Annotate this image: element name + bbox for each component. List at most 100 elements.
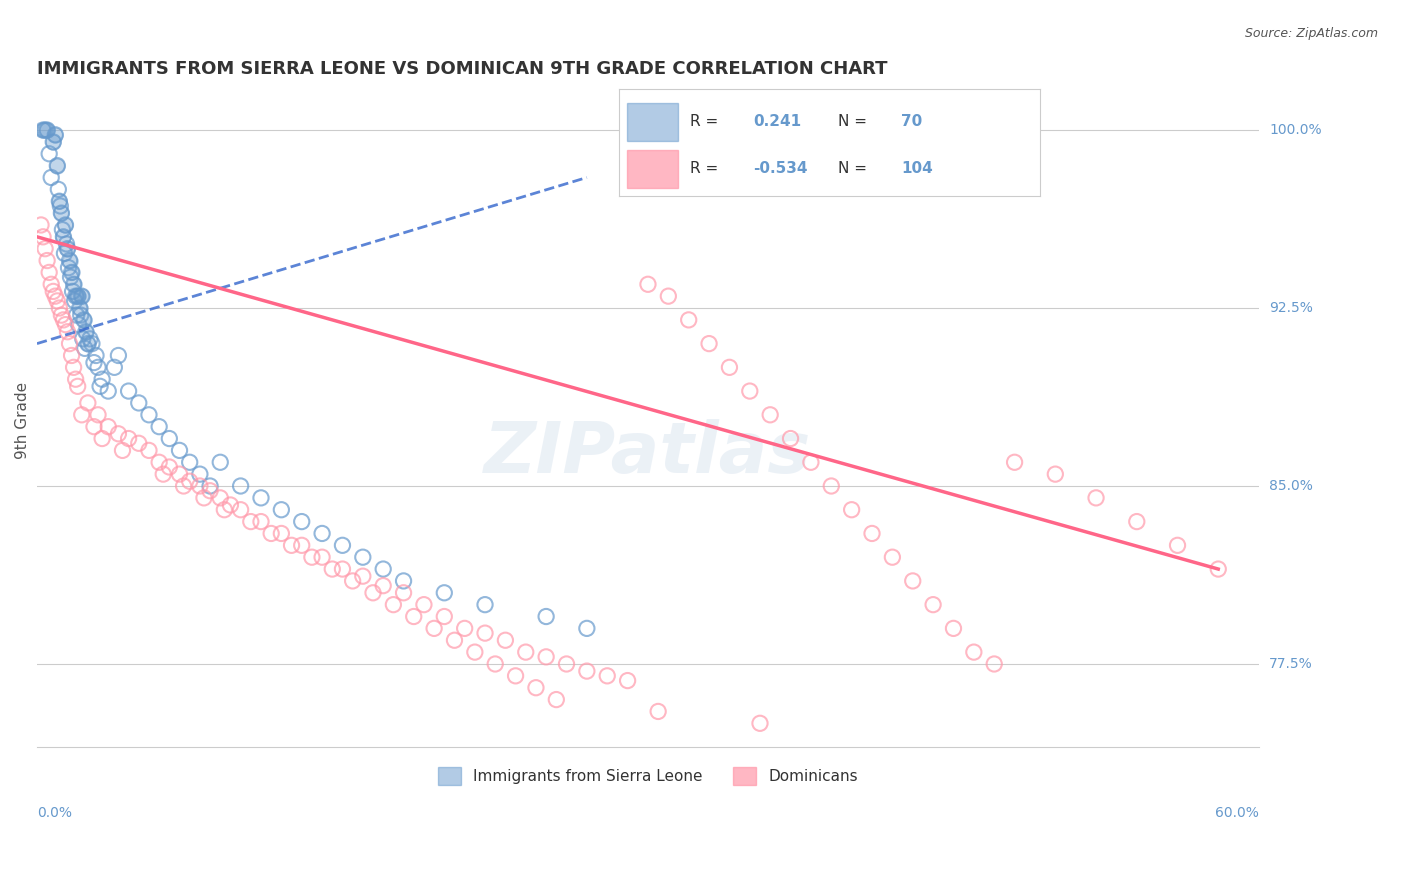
Point xyxy=(56,242,79,256)
Point xyxy=(373,579,395,593)
Point xyxy=(76,396,98,410)
Point xyxy=(239,515,262,529)
Point xyxy=(62,285,84,299)
Point xyxy=(260,526,283,541)
Text: 92.5%: 92.5% xyxy=(1270,301,1313,315)
Point xyxy=(270,526,292,541)
Point xyxy=(89,379,111,393)
Point xyxy=(58,253,80,268)
Point xyxy=(280,538,302,552)
Text: IMMIGRANTS FROM SIERRA LEONE VS DOMINICAN 9TH GRADE CORRELATION CHART: IMMIGRANTS FROM SIERRA LEONE VS DOMINICA… xyxy=(37,60,887,78)
Point xyxy=(38,146,60,161)
Point xyxy=(42,285,65,299)
Point xyxy=(60,349,83,363)
Point xyxy=(72,332,94,346)
Point xyxy=(321,562,343,576)
Point xyxy=(42,135,65,149)
Point xyxy=(37,123,59,137)
Point xyxy=(291,515,314,529)
Point xyxy=(62,360,84,375)
Point xyxy=(73,313,96,327)
FancyBboxPatch shape xyxy=(627,103,678,141)
Point xyxy=(198,479,221,493)
Point xyxy=(30,218,52,232)
Point xyxy=(59,270,82,285)
Point xyxy=(103,360,125,375)
Point xyxy=(46,159,69,173)
Point xyxy=(575,621,598,635)
Point xyxy=(55,218,77,232)
Y-axis label: 9th Grade: 9th Grade xyxy=(15,382,30,459)
Text: -0.534: -0.534 xyxy=(754,161,808,176)
Point xyxy=(39,170,62,185)
Point xyxy=(392,586,415,600)
Point xyxy=(229,502,252,516)
Point xyxy=(46,182,69,196)
Point xyxy=(193,491,215,505)
FancyBboxPatch shape xyxy=(627,150,678,187)
Point xyxy=(32,123,55,137)
Point xyxy=(46,159,69,173)
Text: 100.0%: 100.0% xyxy=(1270,123,1322,137)
Point xyxy=(117,432,139,446)
Point xyxy=(214,502,236,516)
Point xyxy=(67,318,90,332)
Point xyxy=(60,265,83,279)
Point xyxy=(62,277,84,292)
Point xyxy=(546,692,568,706)
Point xyxy=(83,355,105,369)
Point xyxy=(1166,538,1188,552)
Point xyxy=(484,657,506,671)
Point xyxy=(79,332,101,346)
Point xyxy=(697,336,720,351)
Text: 104: 104 xyxy=(901,161,934,176)
Point xyxy=(69,308,91,322)
Point xyxy=(55,236,77,251)
Point xyxy=(413,598,436,612)
Point xyxy=(882,550,904,565)
Point xyxy=(70,289,93,303)
Point xyxy=(87,360,110,375)
Point xyxy=(73,342,96,356)
Point xyxy=(433,586,456,600)
Point xyxy=(76,336,98,351)
Point xyxy=(657,289,679,303)
Point xyxy=(97,384,120,398)
Point xyxy=(402,609,425,624)
Text: N =: N = xyxy=(838,114,872,128)
Point xyxy=(800,455,823,469)
Point xyxy=(474,598,496,612)
Point xyxy=(179,455,201,469)
Point xyxy=(65,289,87,303)
Point xyxy=(37,253,59,268)
Text: ZIPatlas: ZIPatlas xyxy=(484,419,811,488)
Point xyxy=(474,626,496,640)
Point xyxy=(32,229,55,244)
Point xyxy=(37,123,59,137)
Point xyxy=(1004,455,1026,469)
Point xyxy=(138,408,160,422)
Point xyxy=(250,515,273,529)
Point xyxy=(38,265,60,279)
Point xyxy=(51,206,73,220)
Point xyxy=(453,621,475,635)
Legend: Immigrants from Sierra Leone, Dominicans: Immigrants from Sierra Leone, Dominicans xyxy=(432,761,865,791)
Point xyxy=(352,550,374,565)
Point xyxy=(97,419,120,434)
Point xyxy=(55,218,77,232)
Point xyxy=(392,574,415,588)
Point xyxy=(152,467,174,482)
Point xyxy=(169,443,191,458)
Point xyxy=(87,408,110,422)
Point xyxy=(48,194,70,209)
Point xyxy=(229,479,252,493)
Point xyxy=(128,436,150,450)
Point xyxy=(52,313,75,327)
Point xyxy=(52,229,75,244)
Text: R =: R = xyxy=(690,161,724,176)
Point xyxy=(39,277,62,292)
Point xyxy=(58,336,80,351)
Point xyxy=(58,260,80,275)
Point xyxy=(505,669,527,683)
Point xyxy=(107,426,129,441)
